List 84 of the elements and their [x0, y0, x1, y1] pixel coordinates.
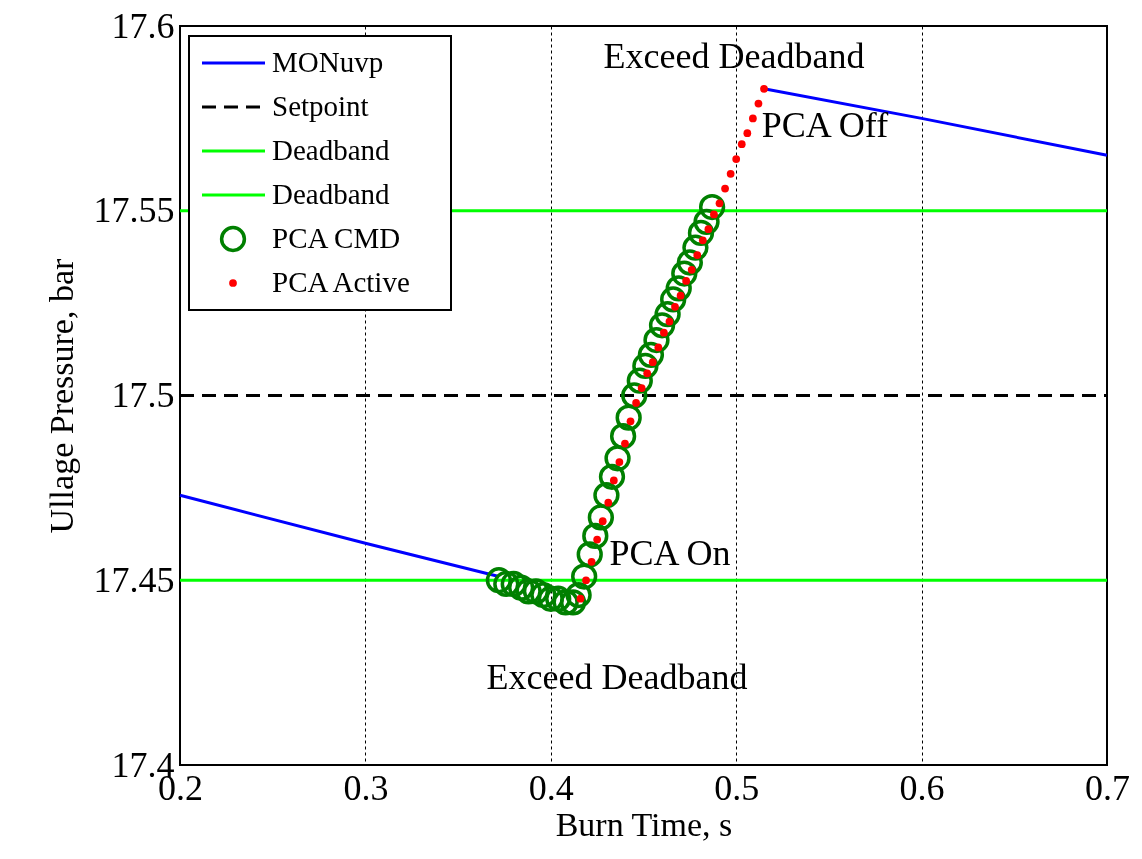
point [598, 463, 626, 490]
point [671, 302, 679, 311]
annotation: Exceed Deadband [603, 36, 865, 76]
y-tick-label: 17.55 [93, 190, 175, 231]
point [609, 423, 637, 450]
legend-label: Setpoint [272, 90, 369, 122]
point [749, 114, 757, 123]
point [654, 343, 663, 352]
point [485, 567, 513, 594]
point [576, 541, 603, 568]
point [604, 498, 613, 507]
point [530, 581, 557, 609]
point [760, 84, 768, 93]
point [676, 291, 685, 300]
point [621, 382, 648, 409]
point [587, 504, 615, 531]
legend-label: Deadband [272, 178, 391, 210]
point [632, 352, 659, 380]
point [537, 585, 564, 612]
y-tick-label: 17.5 [111, 375, 175, 415]
point [676, 249, 703, 276]
y-tick-label: 17.45 [93, 559, 175, 600]
point [559, 589, 587, 616]
point [515, 578, 542, 605]
point [493, 570, 520, 598]
point [698, 193, 726, 221]
point [743, 129, 752, 138]
point [571, 563, 598, 590]
point [632, 399, 640, 407]
annotation: PCA On [609, 533, 731, 573]
annotation: PCA Off [761, 105, 889, 145]
point [671, 260, 698, 287]
point [552, 589, 579, 616]
x-tick-label: 0.3 [343, 767, 389, 808]
x-tick-label: 0.5 [714, 767, 760, 808]
point [500, 570, 527, 598]
point [615, 404, 642, 431]
point [637, 384, 646, 392]
point [545, 585, 572, 612]
point [732, 155, 741, 163]
x-tick-label: 0.4 [528, 767, 574, 808]
point [682, 234, 709, 261]
point [637, 341, 665, 368]
point [626, 367, 653, 394]
point [682, 277, 691, 285]
legend-label: Deadband [272, 134, 391, 166]
point [522, 578, 550, 605]
point [698, 236, 707, 245]
point [721, 184, 729, 193]
point [621, 439, 629, 448]
point [643, 326, 670, 354]
point [687, 219, 715, 247]
legend-label: PCA CMD [272, 222, 401, 254]
point [507, 574, 535, 601]
point [648, 358, 657, 367]
point [593, 482, 620, 509]
point [665, 317, 674, 326]
point [737, 140, 746, 149]
legend-label: MONuvp [272, 46, 384, 78]
annotation: Exceed Deadband [486, 657, 748, 697]
point [660, 328, 668, 337]
point [654, 301, 681, 328]
point [665, 275, 692, 302]
point [648, 312, 676, 339]
x-tick-label: 0.7 [1085, 767, 1130, 808]
legend-label: PCA Active [272, 266, 410, 298]
point [587, 557, 596, 566]
point [704, 225, 713, 234]
point [660, 286, 687, 313]
point [726, 169, 735, 178]
point [693, 208, 720, 235]
x-tick-label: 0.6 [899, 767, 945, 808]
y-axis-title: Ullage Pressure, bar [42, 257, 80, 534]
y-tick-label: 17.6 [111, 5, 175, 46]
point [565, 581, 592, 609]
point [687, 266, 696, 274]
point [710, 210, 718, 219]
point [754, 99, 763, 108]
point [582, 522, 609, 550]
point [715, 199, 724, 208]
point [643, 369, 652, 378]
x-axis-title: Burn Time, s [555, 805, 733, 843]
point [693, 251, 702, 259]
point [604, 445, 631, 472]
